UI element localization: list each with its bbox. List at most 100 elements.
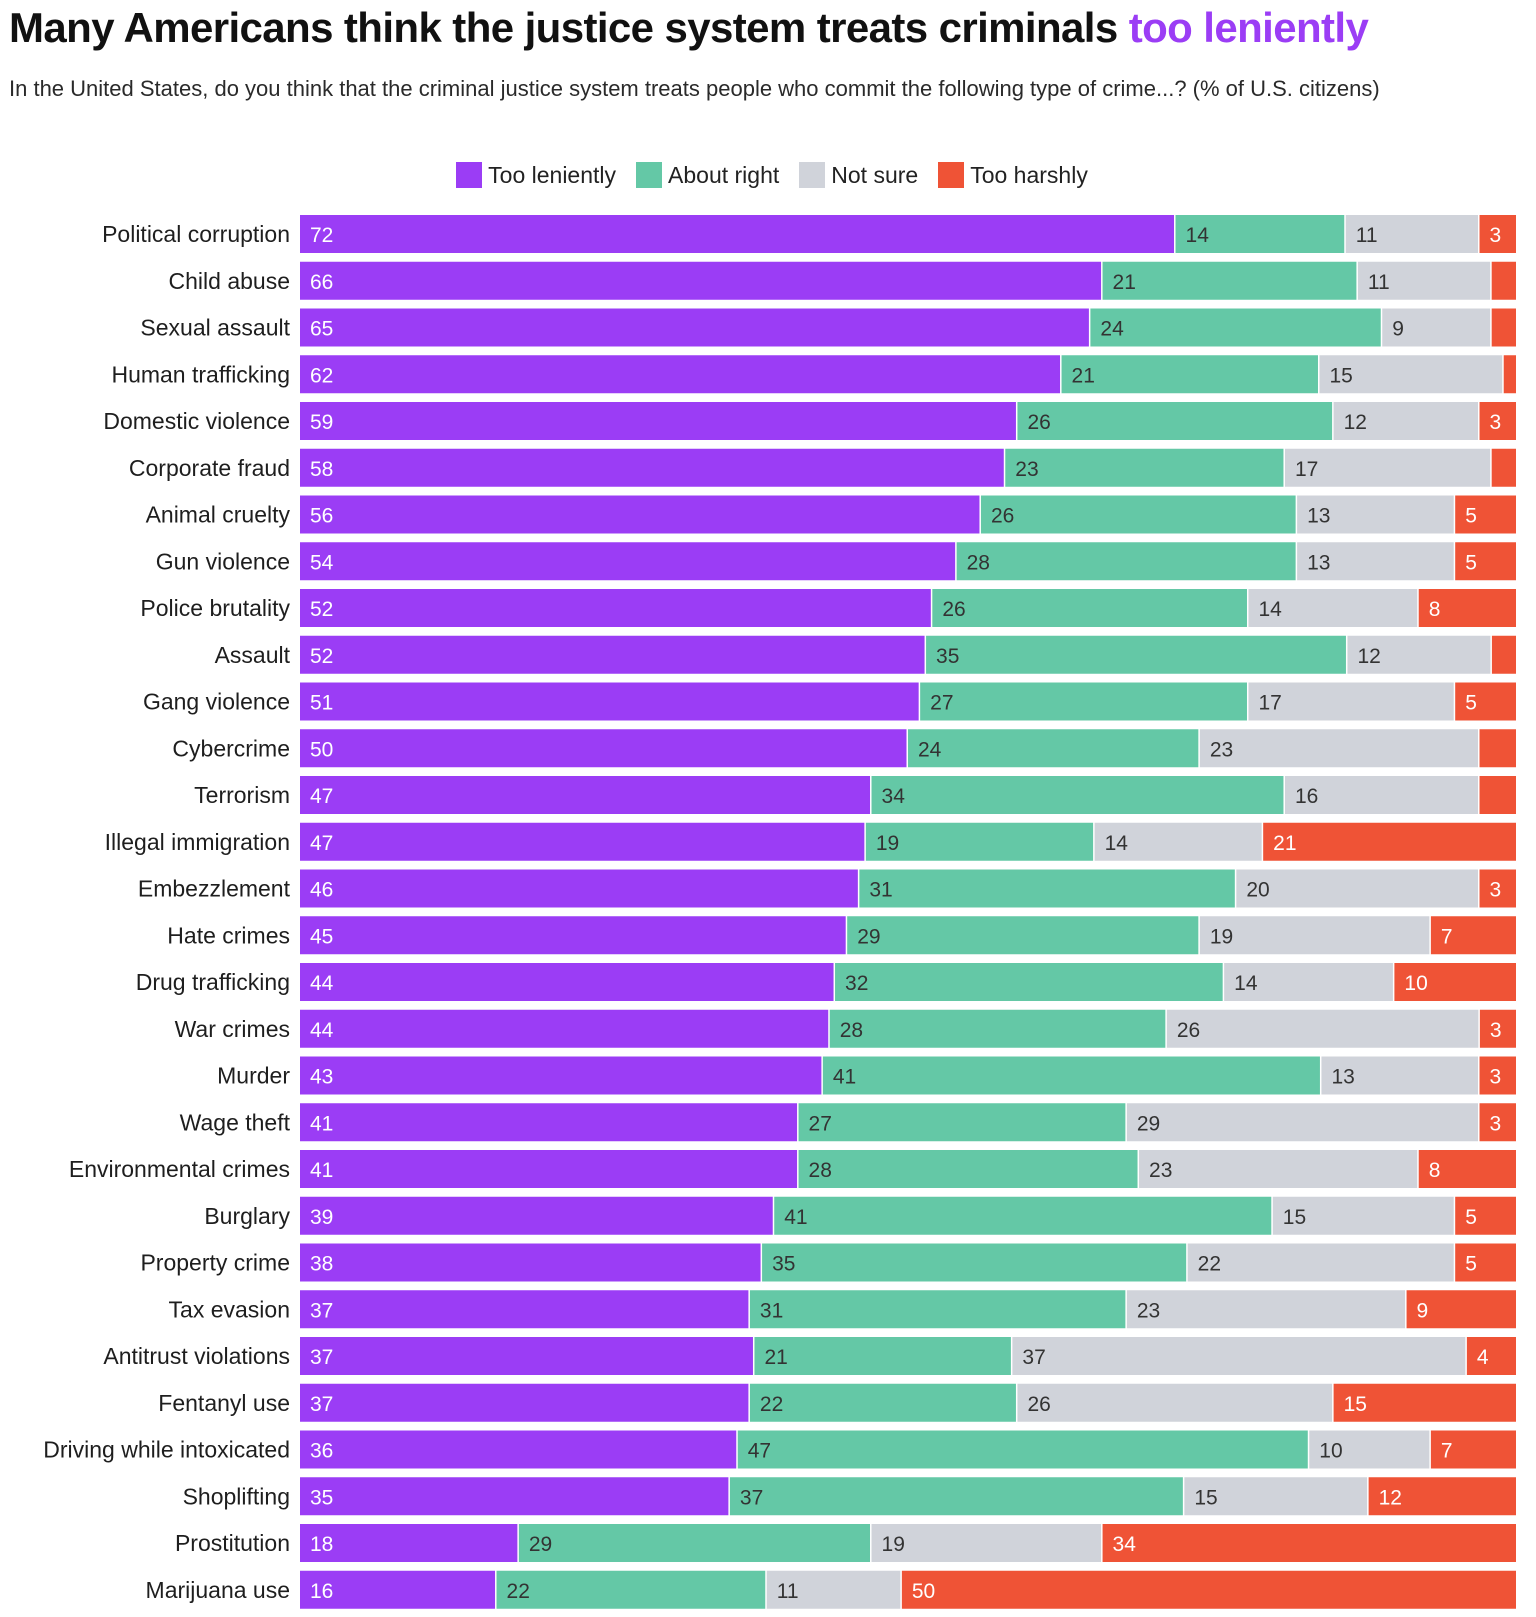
- value-label-terrorism-not-sure: 16: [1295, 785, 1318, 808]
- value-label-fentanyl-use-about-right: 22: [760, 1393, 783, 1416]
- bar-hate-crimes-about-right: [847, 916, 1198, 954]
- category-label-cybercrime: Cybercrime: [172, 735, 290, 761]
- bar-embezzlement-too-leniently: [300, 870, 858, 908]
- bar-environmental-crimes-not-sure: [1139, 1150, 1417, 1188]
- value-label-antitrust-violations-about-right: 21: [764, 1346, 787, 1369]
- category-label-drug-trafficking: Drug trafficking: [136, 969, 290, 995]
- value-label-illegal-immigration-too-leniently: 47: [310, 832, 333, 855]
- value-label-driving-while-intoxicated-too-leniently: 36: [310, 1440, 333, 1463]
- category-label-driving-while-intoxicated: Driving while intoxicated: [43, 1437, 290, 1463]
- value-label-murder-too-harshly: 3: [1490, 1066, 1502, 1089]
- value-label-war-crimes-about-right: 28: [840, 1019, 863, 1042]
- bar-environmental-crimes-about-right: [799, 1150, 1138, 1188]
- bar-gang-violence-about-right: [920, 683, 1247, 721]
- value-label-marijuana-use-too-harshly: 50: [912, 1580, 935, 1603]
- value-label-environmental-crimes-not-sure: 23: [1149, 1159, 1172, 1182]
- bar-prostitution-about-right: [519, 1524, 870, 1562]
- bar-wage-theft-about-right: [799, 1103, 1126, 1141]
- bar-murder-about-right: [823, 1057, 1320, 1095]
- bar-hate-crimes-too-leniently: [300, 916, 846, 954]
- category-label-murder: Murder: [217, 1063, 290, 1089]
- bar-prostitution-not-sure: [872, 1524, 1102, 1562]
- bar-police-brutality-about-right: [932, 589, 1247, 627]
- value-label-burglary-too-leniently: 39: [310, 1206, 333, 1229]
- bar-assault-too-leniently: [300, 636, 925, 674]
- bar-domestic-violence-about-right: [1017, 402, 1332, 440]
- value-label-fentanyl-use-too-leniently: 37: [310, 1393, 333, 1416]
- bar-political-corruption-too-leniently: [300, 215, 1174, 253]
- bar-cybercrime-about-right: [908, 729, 1198, 767]
- value-label-fentanyl-use-not-sure: 26: [1027, 1393, 1050, 1416]
- value-label-gang-violence-not-sure: 17: [1258, 692, 1281, 715]
- bar-child-abuse-about-right: [1103, 262, 1357, 300]
- value-label-police-brutality-not-sure: 14: [1258, 598, 1282, 621]
- category-label-sexual-assault: Sexual assault: [140, 315, 290, 341]
- category-label-terrorism: Terrorism: [194, 782, 290, 808]
- bar-animal-cruelty-too-leniently: [300, 496, 979, 534]
- value-label-child-abuse-not-sure: 11: [1368, 271, 1390, 294]
- bar-wage-theft-too-leniently: [300, 1103, 797, 1141]
- value-label-gang-violence-too-harshly: 5: [1465, 692, 1477, 715]
- bar-cybercrime-too-harshly: [1480, 729, 1516, 767]
- value-label-embezzlement-not-sure: 20: [1246, 879, 1269, 902]
- bar-antitrust-violations-too-leniently: [300, 1337, 753, 1375]
- category-label-burglary: Burglary: [204, 1203, 290, 1229]
- bar-shoplifting-about-right: [730, 1477, 1183, 1515]
- value-label-animal-cruelty-not-sure: 13: [1307, 505, 1330, 528]
- value-label-embezzlement-about-right: 31: [869, 879, 892, 902]
- value-label-property-crime-not-sure: 22: [1198, 1253, 1221, 1276]
- category-label-illegal-immigration: Illegal immigration: [105, 829, 290, 855]
- value-label-tax-evasion-too-leniently: 37: [310, 1299, 333, 1322]
- value-label-murder-about-right: 41: [833, 1066, 856, 1089]
- category-label-police-brutality: Police brutality: [140, 595, 290, 621]
- bar-terrorism-too-leniently: [300, 776, 870, 814]
- value-label-shoplifting-too-harshly: 12: [1379, 1486, 1402, 1509]
- value-label-fentanyl-use-too-harshly: 15: [1344, 1393, 1367, 1416]
- value-label-wage-theft-too-harshly: 3: [1490, 1112, 1502, 1135]
- value-label-burglary-about-right: 41: [784, 1206, 807, 1229]
- value-label-embezzlement-too-leniently: 46: [310, 879, 333, 902]
- value-label-animal-cruelty-about-right: 26: [991, 505, 1014, 528]
- category-label-environmental-crimes: Environmental crimes: [69, 1156, 290, 1182]
- value-label-sexual-assault-too-leniently: 65: [310, 318, 333, 341]
- bar-sexual-assault-too-leniently: [300, 309, 1089, 347]
- bar-antitrust-violations-about-right: [754, 1337, 1010, 1375]
- bar-human-trafficking-about-right: [1062, 355, 1318, 393]
- value-label-hate-crimes-too-harshly: 7: [1441, 925, 1453, 948]
- bar-police-brutality-too-leniently: [300, 589, 931, 627]
- value-label-gun-violence-too-harshly: 5: [1465, 551, 1477, 574]
- bar-fentanyl-use-about-right: [750, 1384, 1016, 1422]
- bar-property-crime-about-right: [762, 1244, 1186, 1282]
- bar-tax-evasion-about-right: [750, 1290, 1125, 1328]
- category-label-wage-theft: Wage theft: [180, 1109, 291, 1135]
- value-label-shoplifting-not-sure: 15: [1194, 1486, 1217, 1509]
- bar-embezzlement-about-right: [859, 870, 1234, 908]
- value-label-assault-about-right: 35: [936, 645, 959, 668]
- category-label-tax-evasion: Tax evasion: [169, 1296, 290, 1322]
- value-label-burglary-too-harshly: 5: [1465, 1206, 1477, 1229]
- stacked-bar-chart: Political corruption 72 14 11 3Child abuse 66…: [0, 0, 1536, 1617]
- value-label-tax-evasion-too-harshly: 9: [1417, 1299, 1429, 1322]
- bar-driving-while-intoxicated-about-right: [738, 1431, 1308, 1469]
- value-label-corporate-fraud-too-leniently: 58: [310, 458, 333, 481]
- bar-property-crime-too-leniently: [300, 1244, 761, 1282]
- bar-drug-trafficking-about-right: [835, 963, 1223, 1001]
- bar-human-trafficking-too-leniently: [300, 355, 1060, 393]
- value-label-war-crimes-too-leniently: 44: [310, 1019, 334, 1042]
- category-label-assault: Assault: [215, 642, 291, 668]
- bar-sexual-assault-too-harshly: [1492, 309, 1516, 347]
- value-label-assault-not-sure: 12: [1357, 645, 1380, 668]
- bar-child-abuse-too-leniently: [300, 262, 1101, 300]
- value-label-gang-violence-too-leniently: 51: [310, 692, 333, 715]
- value-label-illegal-immigration-too-harshly: 21: [1273, 832, 1296, 855]
- value-label-shoplifting-about-right: 37: [740, 1486, 763, 1509]
- value-label-corporate-fraud-about-right: 23: [1015, 458, 1038, 481]
- value-label-drug-trafficking-too-harshly: 10: [1404, 972, 1427, 995]
- value-label-burglary-not-sure: 15: [1283, 1206, 1306, 1229]
- value-label-police-brutality-too-leniently: 52: [310, 598, 333, 621]
- bar-antitrust-violations-not-sure: [1012, 1337, 1465, 1375]
- value-label-property-crime-too-harshly: 5: [1465, 1253, 1477, 1276]
- bar-corporate-fraud-too-leniently: [300, 449, 1004, 487]
- value-label-animal-cruelty-too-harshly: 5: [1465, 505, 1477, 528]
- value-label-marijuana-use-not-sure: 11: [777, 1580, 799, 1603]
